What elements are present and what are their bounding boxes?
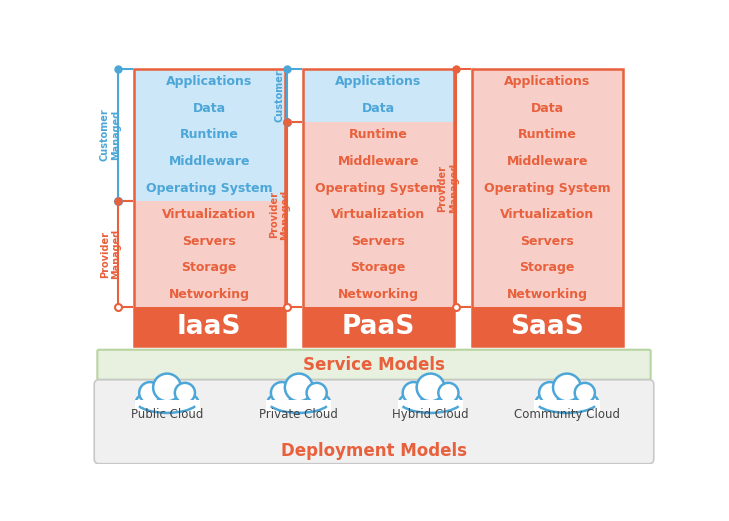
Bar	[472, 307, 623, 346]
Circle shape	[271, 382, 292, 404]
Bar	[133, 69, 285, 201]
Text: Middleware: Middleware	[338, 155, 419, 168]
Bar	[303, 307, 454, 346]
Text: Middleware: Middleware	[168, 155, 250, 168]
Text: Data: Data	[531, 102, 564, 115]
Text: Provider
Managed: Provider Managed	[437, 163, 459, 213]
Text: Service Models: Service Models	[303, 356, 445, 374]
Circle shape	[153, 374, 181, 401]
Text: Runtime: Runtime	[348, 129, 408, 142]
Text: IaaS: IaaS	[177, 314, 241, 340]
Text: Runtime: Runtime	[180, 129, 239, 142]
Text: Virtualization: Virtualization	[500, 208, 594, 221]
Text: Provider
Managed: Provider Managed	[269, 190, 290, 240]
Text: Servers: Servers	[182, 234, 236, 247]
Bar	[398, 400, 463, 414]
Text: SaaS: SaaS	[510, 314, 584, 340]
Circle shape	[438, 383, 459, 403]
Text: Applications: Applications	[335, 76, 421, 89]
Text: Applications: Applications	[166, 76, 252, 89]
Bar	[472, 69, 623, 346]
Circle shape	[539, 382, 561, 404]
Circle shape	[553, 374, 581, 401]
Bar	[133, 201, 285, 307]
Circle shape	[307, 383, 327, 403]
Bar	[133, 69, 285, 346]
Text: Middleware: Middleware	[507, 155, 588, 168]
Bar	[303, 122, 454, 307]
Text: PaaS: PaaS	[342, 314, 415, 340]
Text: Private Cloud: Private Cloud	[260, 408, 338, 421]
Bar	[534, 400, 599, 414]
Text: Community Cloud: Community Cloud	[514, 408, 620, 421]
Text: Data: Data	[192, 102, 226, 115]
Bar	[303, 69, 454, 122]
Ellipse shape	[268, 390, 330, 413]
Text: Public Cloud: Public Cloud	[131, 408, 203, 421]
Text: Data: Data	[362, 102, 395, 115]
Text: Storage: Storage	[351, 261, 406, 274]
Text: Servers: Servers	[521, 234, 574, 247]
Ellipse shape	[399, 390, 461, 413]
Text: Networking: Networking	[507, 288, 588, 301]
FancyBboxPatch shape	[98, 350, 651, 380]
Text: Provider
Managed: Provider Managed	[100, 229, 121, 279]
Circle shape	[175, 383, 195, 403]
Text: Runtime: Runtime	[518, 129, 577, 142]
Circle shape	[574, 383, 595, 403]
Text: Virtualization: Virtualization	[331, 208, 426, 221]
Text: Deployment Models: Deployment Models	[281, 442, 467, 461]
Text: Applications: Applications	[504, 76, 590, 89]
Circle shape	[139, 382, 161, 404]
Text: Networking: Networking	[338, 288, 418, 301]
Bar	[303, 69, 454, 346]
Circle shape	[402, 382, 424, 404]
Ellipse shape	[136, 390, 198, 413]
Text: Customer
Managed: Customer Managed	[100, 108, 121, 162]
Text: Servers: Servers	[351, 234, 405, 247]
Text: Virtualization: Virtualization	[162, 208, 257, 221]
FancyBboxPatch shape	[94, 380, 654, 464]
Text: Operating System: Operating System	[484, 181, 610, 194]
Text: Networking: Networking	[169, 288, 250, 301]
Bar	[135, 400, 200, 414]
Text: Storage: Storage	[182, 261, 237, 274]
Text: Hybrid Cloud: Hybrid Cloud	[392, 408, 469, 421]
Text: Storage: Storage	[520, 261, 575, 274]
Circle shape	[285, 374, 313, 401]
Bar	[472, 69, 623, 307]
Circle shape	[417, 374, 445, 401]
Text: Customer: Customer	[274, 69, 284, 121]
Bar	[133, 307, 285, 346]
Text: Operating System: Operating System	[146, 181, 273, 194]
Bar	[266, 400, 332, 414]
Ellipse shape	[536, 390, 598, 413]
Text: Operating System: Operating System	[315, 181, 442, 194]
